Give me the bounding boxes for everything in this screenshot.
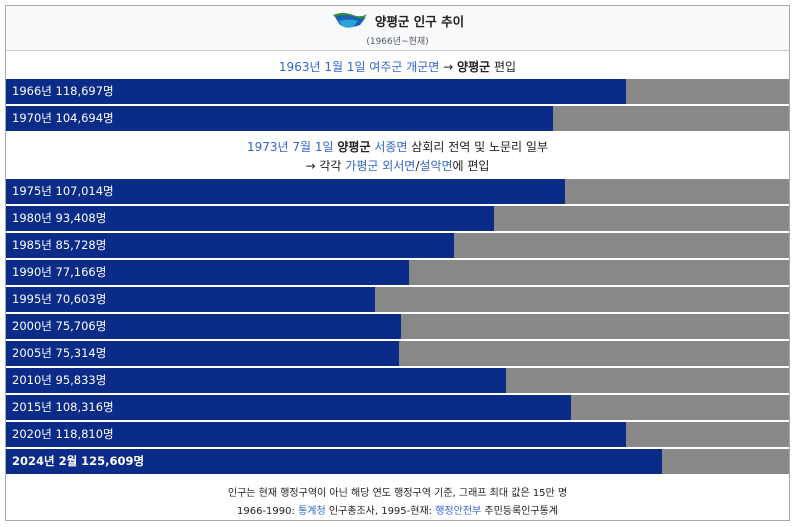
note-1973-slash: / bbox=[415, 159, 420, 173]
annexation-note-1963: 1963년 1월 1일 여주군 개군면 → 양평군 편입 bbox=[6, 58, 789, 77]
source-period-1: 1966-1990: bbox=[237, 506, 299, 517]
note-1973-tail: 에 편입 bbox=[452, 159, 490, 173]
bar-fill bbox=[6, 368, 506, 393]
bar-fill bbox=[6, 206, 494, 231]
bar-row: 1966년 118,697명 bbox=[6, 79, 789, 104]
footer-sources: 1966-1990: 통계청 인구총조사, 1995-현재: 행정안전부 주민등… bbox=[6, 502, 789, 517]
note-1963-county: 양평군 bbox=[457, 60, 491, 74]
bar-fill bbox=[6, 287, 375, 312]
note-1973-county: 양평군 bbox=[337, 140, 371, 154]
bar-row: 1985년 85,728명 bbox=[6, 233, 789, 258]
source-registration: 주민등록인구통계 bbox=[481, 506, 558, 517]
note-1973-line1: 1973년 7월 1일 양평군 서종면 삼회리 전역 및 노문리 일부 bbox=[6, 138, 789, 157]
bar-fill bbox=[6, 79, 626, 104]
bar-row: 1980년 93,408명 bbox=[6, 206, 789, 231]
note-1973-each: → 각각 bbox=[305, 159, 342, 173]
note-1973-oeseo-link[interactable]: 가평군 외서면 bbox=[345, 159, 416, 173]
chart-subtitle: (1966년~현재) bbox=[366, 37, 429, 47]
bar-label: 1970년 104,694명 bbox=[12, 111, 114, 125]
bar-fill bbox=[6, 106, 553, 131]
bar-row: 2015년 108,316명 bbox=[6, 395, 789, 420]
bar-label: 1975년 107,014명 bbox=[12, 184, 114, 198]
source-mois-link[interactable]: 행정안전부 bbox=[435, 506, 482, 517]
source-statistics-korea-link[interactable]: 통계청 bbox=[298, 506, 326, 517]
annexation-note-1973: 1973년 7월 1일 양평군 서종면 삼회리 전역 및 노문리 일부 → 각각… bbox=[6, 138, 789, 176]
bar-fill bbox=[6, 395, 571, 420]
yangpyeong-county-emblem-icon bbox=[332, 13, 367, 28]
bar-fill bbox=[6, 179, 565, 204]
source-census: 인구총조사, 1995-현재: bbox=[325, 506, 436, 517]
bar-row: 1990년 77,166명 bbox=[6, 260, 789, 285]
bar-label: 2000년 75,706명 bbox=[12, 319, 107, 333]
title-row: 양평군 인구 추이 bbox=[6, 9, 789, 31]
bar-row: 2005년 75,314명 bbox=[6, 341, 789, 366]
bar-label: 2015년 108,316명 bbox=[12, 400, 114, 414]
bar-label: 1995년 70,603명 bbox=[12, 292, 107, 306]
bar-label: 2010년 95,833명 bbox=[12, 373, 107, 387]
bar-fill bbox=[6, 422, 626, 447]
bar-row: 2010년 95,833명 bbox=[6, 368, 789, 393]
bar-fill bbox=[6, 314, 401, 339]
bar-label: 1966년 118,697명 bbox=[12, 84, 114, 98]
bar-row: 1975년 107,014명 bbox=[6, 179, 789, 204]
bar-fill bbox=[6, 260, 409, 285]
bar-label: 1980년 93,408명 bbox=[12, 211, 107, 225]
bar-label: 2005년 75,314명 bbox=[12, 346, 107, 360]
bar-row: 2020년 118,810명 bbox=[6, 422, 789, 447]
note-1973-date-link[interactable]: 1973년 7월 1일 bbox=[247, 140, 334, 154]
bar-row: 1970년 104,694명 bbox=[6, 106, 789, 131]
bar-label: 1985년 85,728명 bbox=[12, 238, 107, 252]
footer-note: 인구는 현재 행정구역이 아닌 해당 연도 행정구역 기준, 그래프 최대 값은… bbox=[227, 488, 568, 499]
note-1973-seorak-link[interactable]: 설악면 bbox=[419, 159, 453, 173]
bar-row: 2024년 2월 125,609명 bbox=[6, 449, 789, 474]
bar-label: 2024년 2월 125,609명 bbox=[12, 454, 145, 468]
bar-row: 2000년 75,706명 bbox=[6, 314, 789, 339]
bar-row: 1995년 70,603명 bbox=[6, 287, 789, 312]
note-1963-arrow: → bbox=[439, 60, 458, 74]
bar-label: 1990년 77,166명 bbox=[12, 265, 107, 279]
note-1973-line2: → 각각 가평군 외서면/설악면에 편입 bbox=[6, 157, 789, 176]
note-1973-villages: 삼회리 전역 및 노문리 일부 bbox=[411, 140, 548, 154]
bar-fill bbox=[6, 233, 454, 258]
population-chart-box: 양평군 인구 추이 (1966년~현재) 1963년 1월 1일 여주군 개군면… bbox=[5, 5, 790, 521]
chart-header: 양평군 인구 추이 (1966년~현재) bbox=[6, 6, 789, 51]
bar-fill bbox=[6, 449, 662, 474]
note-1963-tail: 편입 bbox=[490, 60, 517, 74]
bar-label: 2020년 118,810명 bbox=[12, 427, 114, 441]
note-1963-link[interactable]: 1963년 1월 1일 여주군 개군면 bbox=[278, 60, 440, 74]
chart-title: 양평군 인구 추이 bbox=[374, 13, 465, 29]
note-1973-myeon-link[interactable]: 서종면 bbox=[374, 140, 408, 154]
bar-fill bbox=[6, 341, 399, 366]
